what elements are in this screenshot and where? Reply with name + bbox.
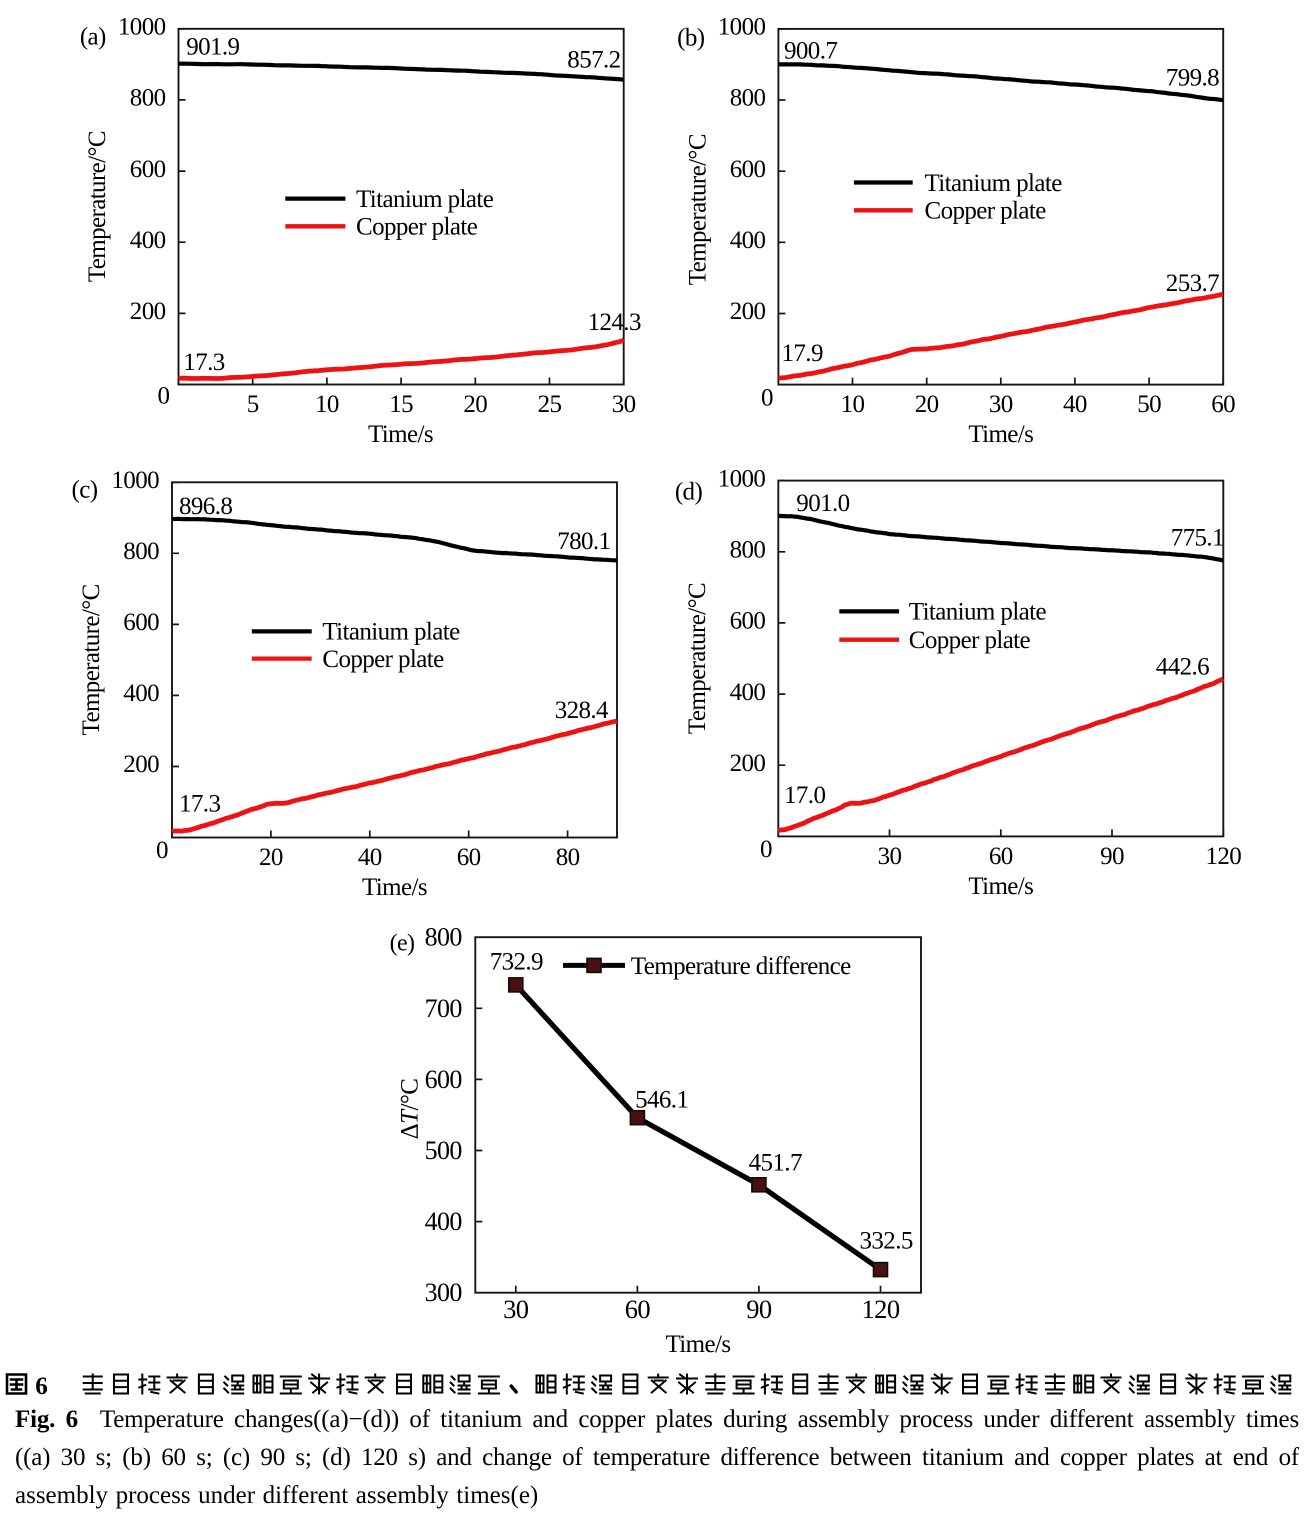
svg-text:Copper plate: Copper plate [925,198,1047,225]
svg-text:10: 10 [841,391,865,418]
svg-text:780.1: 780.1 [557,528,610,555]
svg-text:1000: 1000 [718,465,766,492]
svg-text:30: 30 [612,391,636,418]
svg-text:60: 60 [457,844,481,871]
svg-text:40: 40 [358,844,382,871]
svg-text:332.5: 332.5 [860,1228,913,1255]
svg-text:Temperature/°C: Temperature/°C [84,131,111,282]
svg-text:600: 600 [123,609,159,636]
svg-text:253.7: 253.7 [1166,270,1219,297]
svg-text:20: 20 [259,844,283,871]
svg-text:0: 0 [158,383,170,410]
svg-text:20: 20 [463,391,487,418]
svg-text:40: 40 [1063,391,1087,418]
svg-text:800: 800 [130,85,166,112]
svg-text:17.9: 17.9 [782,340,823,367]
svg-text:20: 20 [915,391,939,418]
svg-text:1000: 1000 [118,14,166,41]
svg-text:Titanium plate: Titanium plate [909,599,1047,626]
svg-text:0: 0 [156,837,168,864]
svg-text:901.0: 901.0 [796,490,849,517]
svg-text:546.1: 546.1 [635,1087,688,1114]
svg-text:300: 300 [425,1278,463,1307]
svg-text:200: 200 [730,298,766,325]
svg-text:Temperature difference: Temperature difference [631,953,851,980]
svg-text:600: 600 [130,156,166,183]
svg-text:500: 500 [425,1136,463,1165]
svg-text:0: 0 [760,836,772,863]
svg-text:30: 30 [989,391,1013,418]
svg-text:400: 400 [130,227,166,254]
svg-text:1000: 1000 [111,467,159,494]
svg-text:901.9: 901.9 [186,34,239,61]
svg-text:400: 400 [730,227,766,254]
svg-text:120: 120 [862,1294,900,1324]
svg-text:800: 800 [730,85,766,112]
svg-text:600: 600 [730,608,766,635]
svg-text:60: 60 [989,843,1013,870]
svg-text:17.3: 17.3 [179,790,220,817]
svg-text:(e): (e) [390,931,415,957]
svg-text:Copper plate: Copper plate [909,627,1031,654]
svg-text:600: 600 [730,156,766,183]
svg-text:800: 800 [730,537,766,564]
svg-text:80: 80 [556,844,580,871]
svg-text:800: 800 [123,538,159,565]
svg-text:5: 5 [247,391,259,418]
svg-text:25: 25 [538,391,562,418]
svg-text:800: 800 [425,923,463,952]
svg-text:700: 700 [425,994,463,1023]
svg-text:(d): (d) [675,479,703,506]
svg-text:(c): (c) [72,477,98,504]
svg-text:30: 30 [878,843,902,870]
svg-text:(a): (a) [80,24,106,51]
svg-text:Time/s: Time/s [968,421,1033,448]
svg-text:50: 50 [1137,391,1161,418]
svg-text:Titanium plate: Titanium plate [356,186,494,213]
svg-text:17.3: 17.3 [183,349,224,376]
svg-text:400: 400 [123,680,159,707]
svg-text:Temperature/°C: Temperature/°C [685,134,712,285]
svg-text:900.7: 900.7 [784,38,837,65]
svg-text:451.7: 451.7 [749,1150,802,1177]
svg-text:Time/s: Time/s [666,1331,731,1358]
svg-text:1000: 1000 [718,14,766,41]
svg-text:Copper plate: Copper plate [322,646,444,673]
svg-text:Copper plate: Copper plate [356,214,478,241]
svg-text:0: 0 [761,385,773,412]
svg-text:328.4: 328.4 [555,697,609,724]
svg-text:30: 30 [503,1294,529,1324]
svg-text:Titanium plate: Titanium plate [322,619,460,646]
svg-text:Temperature/°C: Temperature/°C [78,584,105,735]
svg-text:400: 400 [425,1207,463,1236]
svg-text:Time/s: Time/s [362,874,427,901]
svg-text:6: 6 [35,1373,48,1400]
svg-text:90: 90 [1100,843,1124,870]
svg-text:896.8: 896.8 [179,493,232,520]
svg-text:442.6: 442.6 [1156,653,1209,680]
svg-text:60: 60 [1211,391,1235,418]
svg-text:Time/s: Time/s [968,873,1033,900]
svg-text:120: 120 [1205,843,1241,870]
svg-text:600: 600 [425,1065,463,1094]
svg-text:(b): (b) [677,25,705,52]
svg-text:857.2: 857.2 [567,47,620,74]
svg-text:200: 200 [130,298,166,325]
svg-text:200: 200 [123,751,159,778]
svg-text:200: 200 [730,750,766,777]
svg-text:124.3: 124.3 [588,309,641,336]
svg-text:Temperature/°C: Temperature/°C [684,583,711,734]
svg-text:17.0: 17.0 [784,782,825,809]
svg-text:775.1: 775.1 [1171,524,1224,551]
svg-text:90: 90 [746,1294,772,1324]
svg-text:732.9: 732.9 [490,949,543,976]
svg-text:Titanium plate: Titanium plate [925,170,1063,197]
svg-text:799.8: 799.8 [1166,64,1219,91]
svg-text:400: 400 [730,679,766,706]
svg-text:Time/s: Time/s [368,421,433,448]
svg-text:60: 60 [625,1294,651,1324]
svg-text:15: 15 [389,391,413,418]
svg-text:10: 10 [315,391,339,418]
svg-text:ΔT/°C: ΔT/°C [397,1079,424,1140]
